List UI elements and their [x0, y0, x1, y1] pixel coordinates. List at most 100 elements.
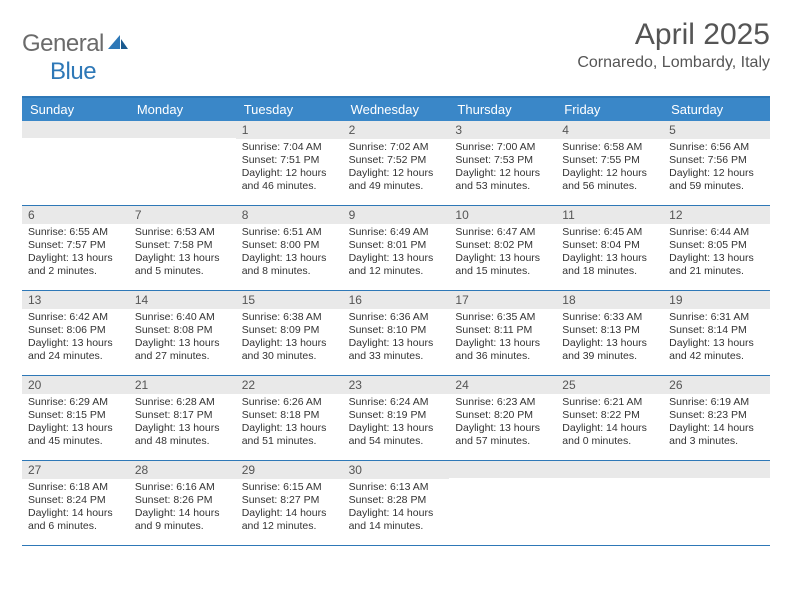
sunset-line: Sunset: 8:04 PM — [562, 239, 657, 252]
day-number: 2 — [343, 121, 450, 139]
day-body: Sunrise: 7:00 AMSunset: 7:53 PMDaylight:… — [449, 139, 556, 198]
day-body: Sunrise: 6:51 AMSunset: 8:00 PMDaylight:… — [236, 224, 343, 283]
day-cell: 9Sunrise: 6:49 AMSunset: 8:01 PMDaylight… — [343, 206, 450, 290]
sunset-line: Sunset: 8:02 PM — [455, 239, 550, 252]
day-number: 1 — [236, 121, 343, 139]
day-number: 20 — [22, 376, 129, 394]
day-cell: 19Sunrise: 6:31 AMSunset: 8:14 PMDayligh… — [663, 291, 770, 375]
sunrise-line: Sunrise: 6:44 AM — [669, 226, 764, 239]
day-body: Sunrise: 6:18 AMSunset: 8:24 PMDaylight:… — [22, 479, 129, 538]
day-number — [449, 461, 556, 478]
daylight-line: Daylight: 12 hours and 53 minutes. — [455, 167, 550, 193]
day-number: 5 — [663, 121, 770, 139]
daylight-line: Daylight: 13 hours and 51 minutes. — [242, 422, 337, 448]
dow-saturday: Saturday — [663, 98, 770, 121]
week-row: 1Sunrise: 7:04 AMSunset: 7:51 PMDaylight… — [22, 121, 770, 206]
day-body: Sunrise: 6:49 AMSunset: 8:01 PMDaylight:… — [343, 224, 450, 283]
sunset-line: Sunset: 8:01 PM — [349, 239, 444, 252]
sunrise-line: Sunrise: 6:49 AM — [349, 226, 444, 239]
day-cell: 30Sunrise: 6:13 AMSunset: 8:28 PMDayligh… — [343, 461, 450, 545]
location: Cornaredo, Lombardy, Italy — [577, 54, 770, 72]
daylight-line: Daylight: 14 hours and 3 minutes. — [669, 422, 764, 448]
day-number: 13 — [22, 291, 129, 309]
day-cell: 5Sunrise: 6:56 AMSunset: 7:56 PMDaylight… — [663, 121, 770, 205]
sunrise-line: Sunrise: 6:15 AM — [242, 481, 337, 494]
day-cell — [663, 461, 770, 545]
day-body: Sunrise: 6:13 AMSunset: 8:28 PMDaylight:… — [343, 479, 450, 538]
title-block: April 2025 Cornaredo, Lombardy, Italy — [577, 18, 770, 72]
sunrise-line: Sunrise: 6:33 AM — [562, 311, 657, 324]
day-body: Sunrise: 6:53 AMSunset: 7:58 PMDaylight:… — [129, 224, 236, 283]
logo-word-blue: Blue — [50, 58, 96, 85]
logo-text: GeneralBlue — [22, 30, 130, 86]
day-number: 24 — [449, 376, 556, 394]
sunset-line: Sunset: 8:00 PM — [242, 239, 337, 252]
day-number: 6 — [22, 206, 129, 224]
day-body: Sunrise: 6:56 AMSunset: 7:56 PMDaylight:… — [663, 139, 770, 198]
sunset-line: Sunset: 8:11 PM — [455, 324, 550, 337]
dow-sunday: Sunday — [22, 98, 129, 121]
day-cell: 10Sunrise: 6:47 AMSunset: 8:02 PMDayligh… — [449, 206, 556, 290]
day-number: 8 — [236, 206, 343, 224]
week-row: 20Sunrise: 6:29 AMSunset: 8:15 PMDayligh… — [22, 376, 770, 461]
sunrise-line: Sunrise: 6:35 AM — [455, 311, 550, 324]
daylight-line: Daylight: 13 hours and 42 minutes. — [669, 337, 764, 363]
day-cell: 7Sunrise: 6:53 AMSunset: 7:58 PMDaylight… — [129, 206, 236, 290]
sunset-line: Sunset: 7:52 PM — [349, 154, 444, 167]
day-body: Sunrise: 6:58 AMSunset: 7:55 PMDaylight:… — [556, 139, 663, 198]
day-body: Sunrise: 6:15 AMSunset: 8:27 PMDaylight:… — [236, 479, 343, 538]
day-number: 21 — [129, 376, 236, 394]
dow-friday: Friday — [556, 98, 663, 121]
sunset-line: Sunset: 7:58 PM — [135, 239, 230, 252]
day-cell: 3Sunrise: 7:00 AMSunset: 7:53 PMDaylight… — [449, 121, 556, 205]
day-body: Sunrise: 6:16 AMSunset: 8:26 PMDaylight:… — [129, 479, 236, 538]
day-cell: 18Sunrise: 6:33 AMSunset: 8:13 PMDayligh… — [556, 291, 663, 375]
day-number: 15 — [236, 291, 343, 309]
day-number: 19 — [663, 291, 770, 309]
day-cell: 11Sunrise: 6:45 AMSunset: 8:04 PMDayligh… — [556, 206, 663, 290]
daylight-line: Daylight: 13 hours and 27 minutes. — [135, 337, 230, 363]
daylight-line: Daylight: 13 hours and 54 minutes. — [349, 422, 444, 448]
sunrise-line: Sunrise: 6:23 AM — [455, 396, 550, 409]
daylight-line: Daylight: 14 hours and 14 minutes. — [349, 507, 444, 533]
sunset-line: Sunset: 7:55 PM — [562, 154, 657, 167]
daylight-line: Daylight: 13 hours and 30 minutes. — [242, 337, 337, 363]
day-body: Sunrise: 6:35 AMSunset: 8:11 PMDaylight:… — [449, 309, 556, 368]
daylight-line: Daylight: 13 hours and 33 minutes. — [349, 337, 444, 363]
day-cell: 25Sunrise: 6:21 AMSunset: 8:22 PMDayligh… — [556, 376, 663, 460]
day-cell — [449, 461, 556, 545]
sunrise-line: Sunrise: 6:51 AM — [242, 226, 337, 239]
daylight-line: Daylight: 13 hours and 36 minutes. — [455, 337, 550, 363]
daylight-line: Daylight: 13 hours and 57 minutes. — [455, 422, 550, 448]
dow-tuesday: Tuesday — [236, 98, 343, 121]
day-cell: 22Sunrise: 6:26 AMSunset: 8:18 PMDayligh… — [236, 376, 343, 460]
daylight-line: Daylight: 13 hours and 8 minutes. — [242, 252, 337, 278]
day-body: Sunrise: 6:45 AMSunset: 8:04 PMDaylight:… — [556, 224, 663, 283]
day-number: 25 — [556, 376, 663, 394]
day-number: 3 — [449, 121, 556, 139]
sunrise-line: Sunrise: 6:53 AM — [135, 226, 230, 239]
sunset-line: Sunset: 8:15 PM — [28, 409, 123, 422]
sunrise-line: Sunrise: 6:36 AM — [349, 311, 444, 324]
sunset-line: Sunset: 8:06 PM — [28, 324, 123, 337]
day-body — [129, 138, 236, 198]
day-number: 28 — [129, 461, 236, 479]
daylight-line: Daylight: 13 hours and 24 minutes. — [28, 337, 123, 363]
sunset-line: Sunset: 8:09 PM — [242, 324, 337, 337]
logo-word-general: General — [22, 30, 104, 57]
day-body — [663, 478, 770, 538]
daylight-line: Daylight: 13 hours and 39 minutes. — [562, 337, 657, 363]
day-body: Sunrise: 6:47 AMSunset: 8:02 PMDaylight:… — [449, 224, 556, 283]
daylight-line: Daylight: 13 hours and 45 minutes. — [28, 422, 123, 448]
day-body: Sunrise: 7:04 AMSunset: 7:51 PMDaylight:… — [236, 139, 343, 198]
daylight-line: Daylight: 13 hours and 18 minutes. — [562, 252, 657, 278]
day-cell: 14Sunrise: 6:40 AMSunset: 8:08 PMDayligh… — [129, 291, 236, 375]
daylight-line: Daylight: 14 hours and 12 minutes. — [242, 507, 337, 533]
sail-icon — [106, 30, 130, 58]
day-number: 9 — [343, 206, 450, 224]
sunset-line: Sunset: 8:20 PM — [455, 409, 550, 422]
sunrise-line: Sunrise: 6:58 AM — [562, 141, 657, 154]
logo: GeneralBlue — [22, 30, 130, 86]
daylight-line: Daylight: 14 hours and 6 minutes. — [28, 507, 123, 533]
sunset-line: Sunset: 7:57 PM — [28, 239, 123, 252]
